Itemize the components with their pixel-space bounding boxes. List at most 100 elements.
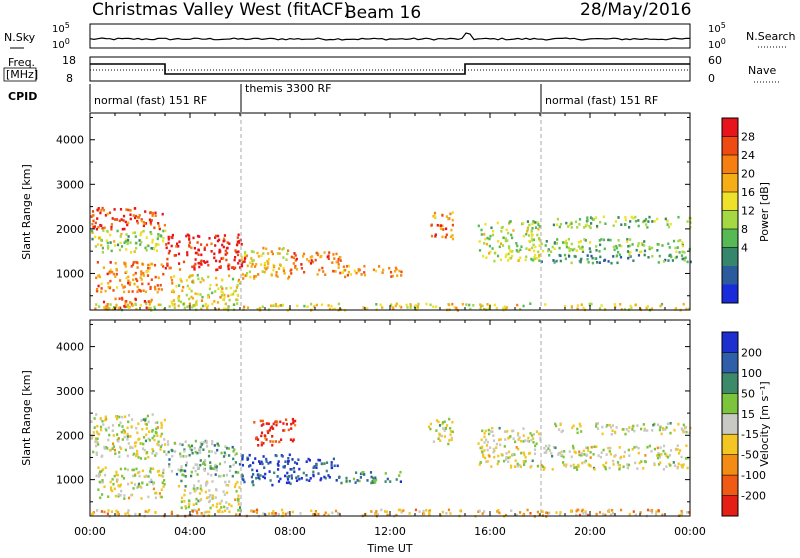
echo-cell	[680, 509, 683, 513]
echo-cell	[121, 438, 124, 441]
echo-cell	[665, 454, 668, 457]
echo-cell	[223, 493, 226, 496]
echo-cell	[501, 244, 505, 247]
echo-cell	[600, 238, 603, 241]
echo-cell	[399, 508, 402, 512]
echo-cell	[532, 437, 535, 440]
echo-cell	[186, 253, 189, 257]
echo-cell	[437, 420, 440, 424]
echo-cell	[551, 468, 554, 471]
echo-cell	[526, 228, 529, 231]
echo-cell	[583, 238, 586, 241]
echo-cell	[182, 303, 185, 306]
echo-cell	[558, 225, 561, 229]
echo-cell	[162, 239, 165, 243]
echo-cell	[589, 241, 592, 244]
echo-cell	[322, 270, 325, 273]
echo-cell	[124, 220, 127, 224]
echo-cell	[615, 244, 618, 248]
echo-cell	[129, 446, 132, 450]
echo-cell	[609, 238, 612, 242]
echo-cell	[163, 483, 166, 486]
echo-cell	[406, 306, 409, 309]
echo-cell	[119, 279, 122, 282]
echo-cell	[120, 218, 123, 221]
echo-cell	[142, 436, 146, 439]
echo-cell	[652, 423, 655, 427]
echo-cell	[127, 303, 130, 307]
x-tick-label: 04:00	[174, 525, 206, 538]
echo-cell	[204, 463, 207, 466]
echo-cell	[142, 221, 145, 224]
echo-cell	[334, 509, 338, 513]
echo-cell	[422, 509, 425, 513]
echo-cell	[295, 479, 299, 482]
echo-cell	[605, 461, 608, 465]
echo-cell	[102, 266, 105, 269]
echo-cell	[280, 438, 283, 441]
echo-cell	[532, 433, 535, 436]
echo-cell	[219, 502, 222, 505]
echo-cell	[213, 256, 216, 260]
echo-cell	[221, 291, 224, 294]
echo-cell	[126, 438, 129, 441]
echo-cell	[90, 215, 93, 218]
echo-cell	[104, 466, 107, 469]
echo-cell	[305, 460, 308, 463]
echo-cell	[140, 419, 143, 422]
echo-cell	[386, 513, 389, 517]
echo-cell	[240, 264, 244, 268]
echo-cell	[102, 468, 105, 471]
echo-cell	[153, 285, 157, 289]
echo-cell	[217, 307, 220, 311]
echo-cell	[538, 253, 541, 257]
nsky-tick-top: 105	[52, 21, 70, 35]
echo-cell	[188, 234, 191, 237]
echo-cell	[162, 471, 165, 475]
echo-cell	[255, 263, 258, 266]
echo-cell	[538, 237, 541, 241]
echo-cell	[530, 434, 534, 437]
echo-cell	[288, 275, 291, 279]
echo-cell	[115, 218, 119, 221]
echo-cell	[187, 499, 191, 502]
colorbar-swatch	[722, 192, 738, 211]
echo-cell	[586, 254, 589, 257]
echo-cell	[582, 512, 585, 515]
echo-cell	[267, 262, 270, 266]
echo-cell	[246, 456, 249, 460]
echo-cell	[453, 306, 456, 309]
echo-cell	[244, 253, 247, 257]
echo-cell	[538, 244, 541, 247]
echo-cell	[286, 252, 289, 256]
echo-cell	[154, 454, 157, 457]
echo-cell	[522, 514, 525, 517]
echo-cell	[148, 438, 151, 442]
echo-cell	[382, 268, 385, 272]
echo-cell	[481, 304, 484, 308]
echo-cell	[287, 511, 290, 515]
echo-cell	[193, 266, 196, 270]
echo-cell	[676, 246, 679, 249]
echo-cell	[342, 265, 345, 268]
echo-cell	[186, 305, 189, 309]
echo-cell	[576, 307, 579, 311]
echo-cell	[444, 235, 447, 239]
echo-cell	[217, 444, 220, 447]
echo-cell	[561, 453, 564, 457]
echo-cell	[190, 514, 193, 517]
echo-cell	[647, 256, 650, 259]
echo-cell	[154, 421, 157, 424]
echo-cell	[449, 430, 452, 433]
echo-cell	[523, 463, 526, 466]
echo-cell	[209, 494, 212, 497]
echo-cell	[136, 431, 139, 435]
echo-cell	[234, 289, 237, 293]
echo-cell	[655, 512, 658, 516]
echo-cell	[271, 252, 274, 256]
echo-cell	[311, 260, 315, 264]
echo-cell	[236, 240, 240, 244]
echo-cell	[555, 424, 558, 428]
echo-cell	[278, 440, 281, 444]
echo-cell	[573, 466, 576, 470]
